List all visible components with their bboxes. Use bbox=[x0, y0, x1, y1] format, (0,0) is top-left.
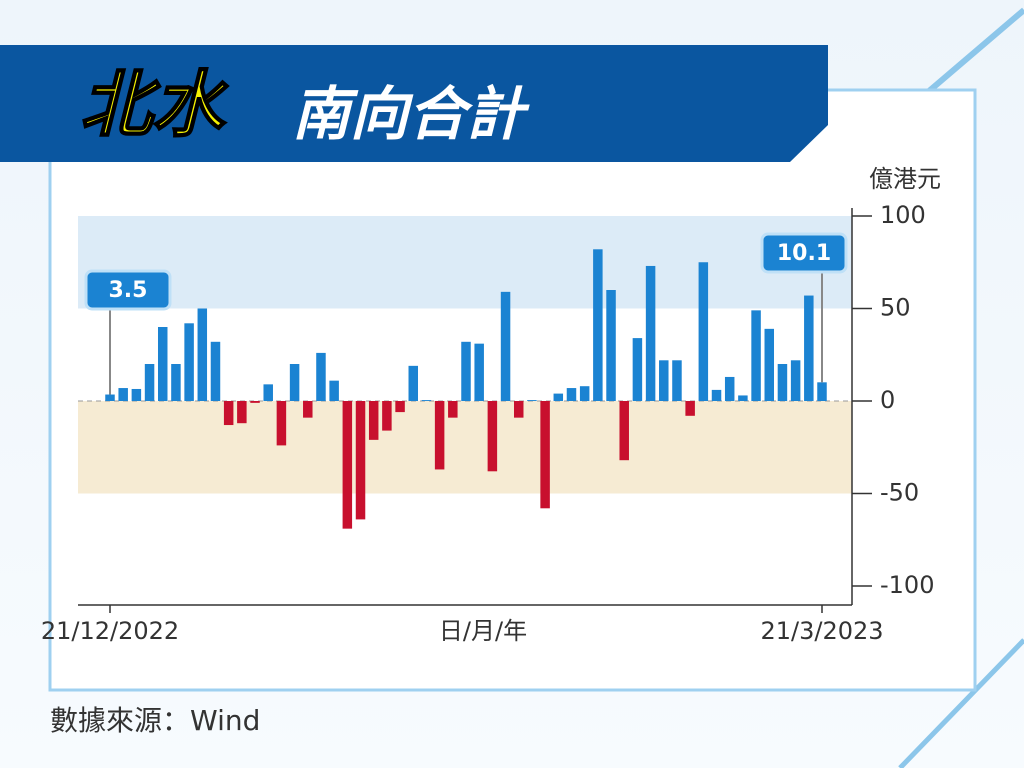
bar bbox=[144, 364, 155, 401]
data-label: 10.1 bbox=[777, 241, 831, 266]
bar bbox=[289, 364, 300, 401]
bar bbox=[724, 376, 735, 401]
y-tick-label: -50 bbox=[880, 479, 919, 507]
bar bbox=[171, 364, 181, 401]
bar bbox=[527, 400, 537, 401]
bar bbox=[804, 295, 814, 401]
bar bbox=[711, 389, 722, 401]
bar bbox=[738, 395, 748, 401]
x-axis-label: 日/月/年 bbox=[439, 617, 527, 645]
y-tick-label: 50 bbox=[880, 294, 911, 322]
chart-title: 南向合計 bbox=[292, 80, 530, 148]
bar bbox=[645, 265, 656, 401]
bar bbox=[303, 401, 313, 418]
bar bbox=[777, 364, 788, 401]
y-tick-label: -100 bbox=[880, 571, 934, 599]
label-box bbox=[760, 232, 848, 274]
bar bbox=[474, 343, 484, 401]
unit-label: 億港元 bbox=[869, 165, 941, 193]
chart-title-highlight: 北水 bbox=[80, 63, 229, 147]
bar bbox=[131, 388, 142, 401]
bar bbox=[606, 290, 616, 401]
bar bbox=[421, 400, 432, 401]
y-tick-label: 100 bbox=[880, 201, 926, 229]
bar bbox=[276, 401, 287, 446]
bar bbox=[408, 365, 419, 401]
bar bbox=[487, 401, 498, 472]
bar bbox=[197, 308, 208, 401]
bar bbox=[619, 401, 629, 461]
bar bbox=[382, 401, 392, 431]
y-tick-label: 0 bbox=[880, 386, 895, 414]
bar bbox=[263, 384, 273, 401]
bar bbox=[790, 360, 801, 401]
x-tick-label: 21/3/2023 bbox=[760, 617, 883, 645]
title-banner bbox=[0, 45, 828, 162]
bar bbox=[316, 352, 326, 401]
bar bbox=[566, 388, 577, 401]
bar bbox=[223, 401, 234, 426]
bar bbox=[368, 401, 379, 440]
bar bbox=[184, 323, 194, 401]
band bbox=[78, 216, 852, 309]
bar bbox=[579, 386, 590, 401]
data-label: 3.5 bbox=[109, 278, 148, 303]
label-box bbox=[84, 269, 172, 311]
bar bbox=[500, 291, 511, 401]
bar bbox=[210, 341, 221, 401]
bar bbox=[672, 360, 682, 401]
bar bbox=[817, 382, 827, 401]
band bbox=[78, 401, 852, 494]
bar bbox=[513, 401, 524, 418]
decor-stripe bbox=[898, 638, 1024, 770]
bar bbox=[632, 338, 643, 401]
bar bbox=[698, 262, 709, 401]
bar bbox=[157, 327, 168, 401]
bar bbox=[395, 401, 405, 413]
bar bbox=[685, 401, 695, 416]
x-tick-label: 21/12/2022 bbox=[41, 617, 179, 645]
bar bbox=[461, 341, 471, 401]
source-note: 數據來源：Wind bbox=[50, 704, 260, 737]
bar bbox=[764, 328, 775, 401]
bar bbox=[250, 401, 260, 403]
bar bbox=[448, 401, 458, 418]
bar bbox=[118, 388, 128, 401]
bar bbox=[540, 401, 550, 509]
bar bbox=[553, 393, 564, 401]
bar bbox=[237, 401, 247, 424]
bar bbox=[342, 401, 353, 529]
bar bbox=[329, 380, 339, 401]
bar bbox=[434, 401, 445, 470]
bar bbox=[355, 401, 366, 520]
bar bbox=[751, 310, 761, 401]
bar bbox=[105, 394, 115, 401]
bar bbox=[659, 360, 669, 401]
bar bbox=[593, 249, 603, 401]
